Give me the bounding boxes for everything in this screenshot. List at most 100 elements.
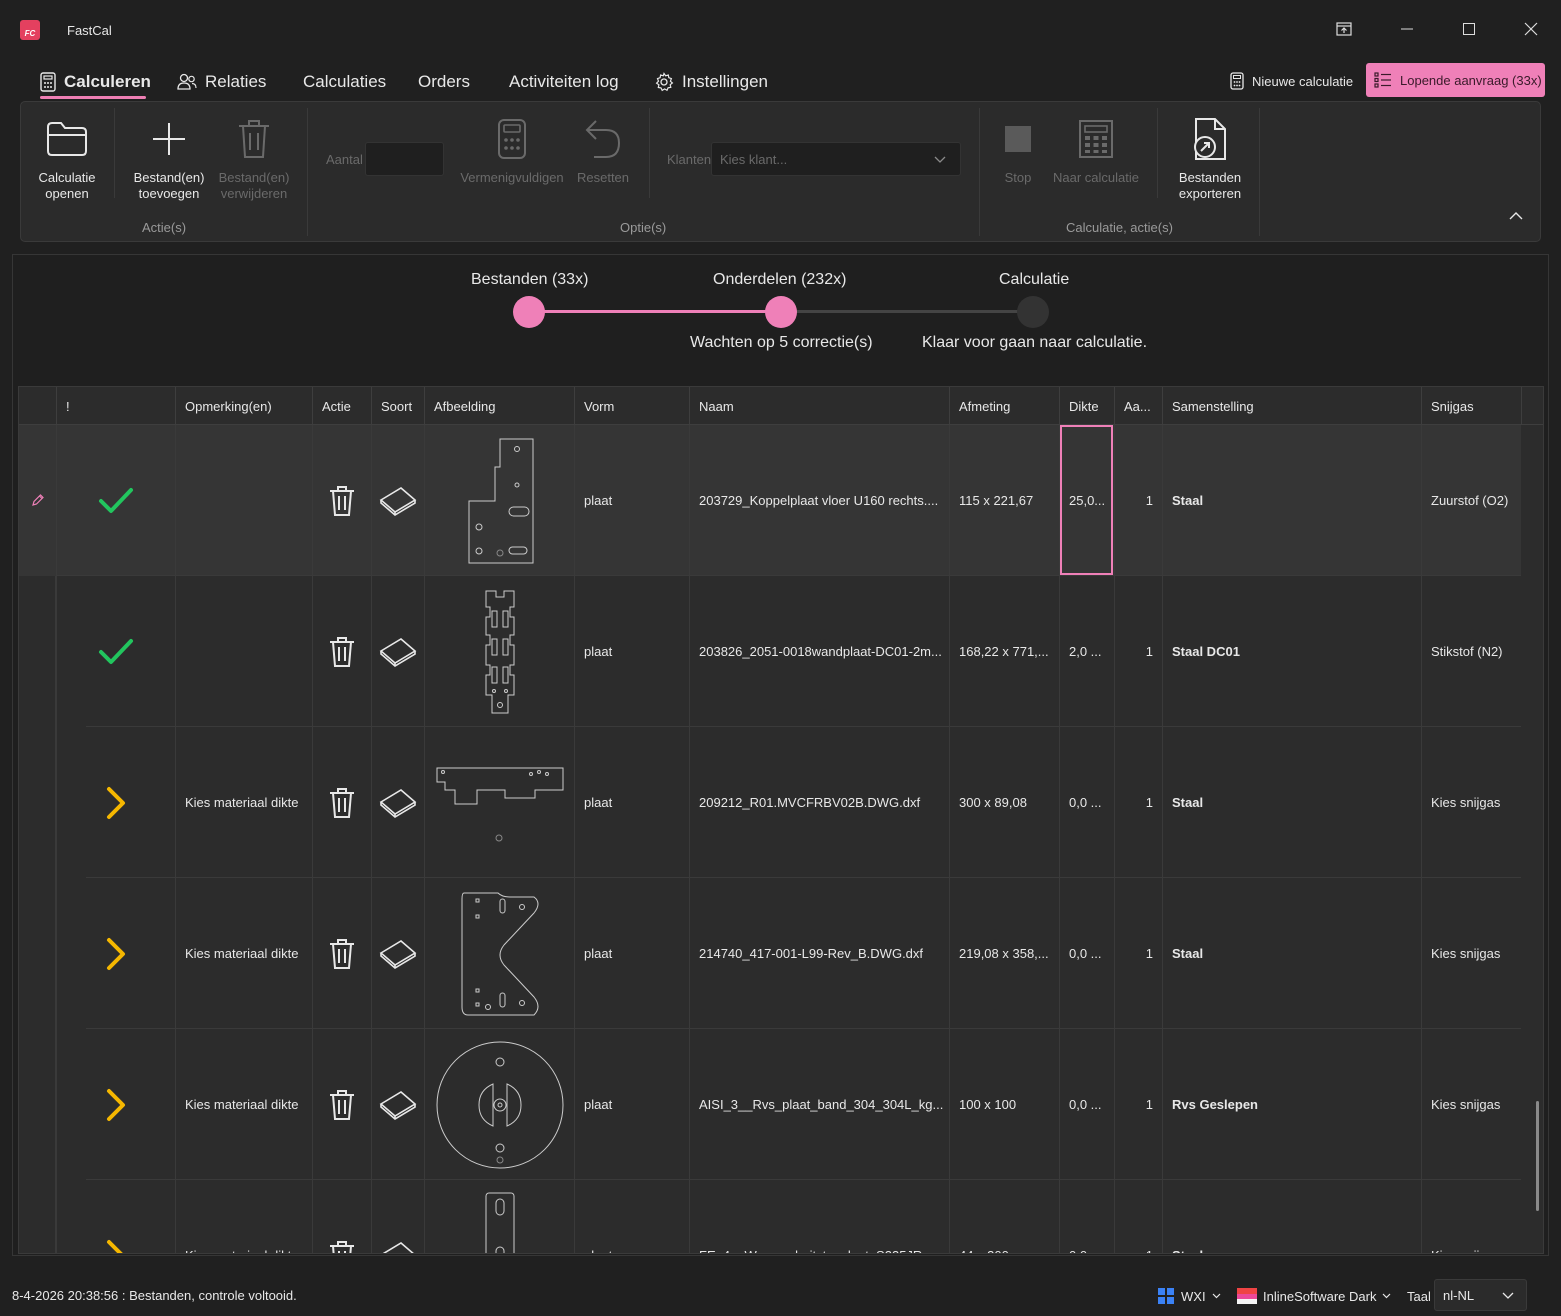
size-cell[interactable]: 100 x 100	[949, 1029, 1059, 1180]
multiply-button[interactable]: Vermenigvuldigen	[459, 116, 565, 186]
quantity-cell[interactable]: 1	[1114, 576, 1162, 727]
material-cell[interactable]: Staal	[1162, 425, 1421, 576]
tab-relaties[interactable]: Relaties	[177, 70, 266, 94]
delete-row-button[interactable]	[312, 878, 371, 1029]
column-header-image[interactable]: Afbeelding	[424, 387, 574, 425]
add-files-button[interactable]: Bestand(en) toevoegen	[133, 116, 205, 202]
workspace-selector[interactable]: WXI	[1157, 1284, 1221, 1308]
remark-cell[interactable]	[175, 425, 312, 576]
pending-request-button[interactable]: Lopende aanvraag (33x)	[1366, 63, 1545, 97]
name-cell[interactable]: 203729_Koppelplaat vloer U160 rechts....	[689, 425, 949, 576]
name-cell[interactable]: FE_4__Wnw_gebeitste_plaat_S235JR_g...	[689, 1180, 949, 1253]
minimize-button[interactable]	[1392, 14, 1422, 44]
table-row[interactable]: Kies materiaal dikte plaat FE_4__Wnw_gebei…	[19, 1180, 1521, 1253]
column-header-shape[interactable]: Vorm	[574, 387, 689, 425]
remove-files-button[interactable]: Bestand(en) verwijderen	[218, 116, 290, 202]
cutting-gas-cell[interactable]: Kies snijgas	[1421, 878, 1521, 1029]
collapse-ribbon-button[interactable]	[1509, 208, 1523, 223]
column-header-status[interactable]: !	[56, 387, 175, 425]
cutting-gas-cell[interactable]: Zuurstof (O2)	[1421, 425, 1521, 576]
step-dot-calculation[interactable]	[1017, 296, 1049, 328]
table-row[interactable]: Kies materiaal dikte plaat AISI_3__Rvs_pla…	[19, 1029, 1521, 1180]
size-cell[interactable]: 168,22 x 771,...	[949, 576, 1059, 727]
language-select[interactable]: nl-NL	[1434, 1279, 1527, 1311]
maximize-button[interactable]	[1454, 14, 1484, 44]
cutting-gas-cell[interactable]: Stikstof (N2)	[1421, 576, 1521, 727]
shape-cell[interactable]: plaat	[574, 425, 689, 576]
cutting-gas-cell[interactable]: Kies snijgas	[1421, 1029, 1521, 1180]
cutting-gas-cell[interactable]: Kies snijgas	[1421, 727, 1521, 878]
name-cell[interactable]: 203826_2051-0018wandplaat-DC01-2m...	[689, 576, 949, 727]
open-calculation-button[interactable]: Calculatie openen	[38, 116, 96, 202]
remark-cell[interactable]: Kies materiaal dikte	[175, 1029, 312, 1180]
step-dot-parts[interactable]	[765, 296, 797, 328]
tab-instellingen[interactable]: Instellingen	[654, 70, 768, 94]
column-header-material[interactable]: Samenstelling	[1162, 387, 1421, 425]
remark-cell[interactable]	[175, 576, 312, 727]
tab-orders[interactable]: Orders	[418, 70, 470, 94]
to-calculation-button[interactable]: Naar calculatie	[1051, 116, 1141, 186]
quantity-cell[interactable]: 1	[1114, 878, 1162, 1029]
quantity-cell[interactable]: 1	[1114, 727, 1162, 878]
export-files-button[interactable]: Bestanden exporteren	[1176, 116, 1244, 202]
shape-cell[interactable]: plaat	[574, 1029, 689, 1180]
column-header-kind[interactable]: Soort	[371, 387, 424, 425]
part-preview-image[interactable]	[424, 425, 574, 576]
remark-cell[interactable]: Kies materiaal dikte	[175, 727, 312, 878]
scrollbar-thumb[interactable]	[1536, 1101, 1539, 1211]
aantal-input[interactable]	[365, 142, 444, 176]
delete-row-button[interactable]	[312, 1029, 371, 1180]
material-cell[interactable]: Staal	[1162, 1180, 1421, 1253]
material-cell[interactable]: Staal	[1162, 878, 1421, 1029]
column-header-gas[interactable]: Snijgas	[1421, 387, 1521, 425]
part-preview-image[interactable]	[424, 1180, 574, 1253]
remark-cell[interactable]: Kies materiaal dikte	[175, 1180, 312, 1253]
column-header-size[interactable]: Afmeting	[949, 387, 1059, 425]
tab-calculaties[interactable]: Calculaties	[303, 70, 386, 94]
delete-row-button[interactable]	[312, 425, 371, 576]
shape-cell[interactable]: plaat	[574, 878, 689, 1029]
delete-row-button[interactable]	[312, 576, 371, 727]
table-row[interactable]: plaat 203826_2051-0018wandplaat-DC01-2m..…	[19, 576, 1521, 727]
delete-row-button[interactable]	[312, 1180, 371, 1253]
column-header-quantity[interactable]: Aa...	[1114, 387, 1162, 425]
remark-cell[interactable]: Kies materiaal dikte	[175, 878, 312, 1029]
table-row[interactable]: Kies materiaal dikte plaat 209212_R01.MVCF…	[19, 727, 1521, 878]
reset-button[interactable]: Resetten	[577, 116, 629, 186]
table-row[interactable]: plaat 203729_Koppelplaat vloer U160 recht…	[19, 425, 1521, 576]
thickness-cell[interactable]: 0,0 ...	[1059, 878, 1114, 1029]
quantity-cell[interactable]: 1	[1114, 1029, 1162, 1180]
step-dot-files[interactable]	[513, 296, 545, 328]
new-calculation-button[interactable]: Nieuwe calculatie	[1230, 66, 1353, 96]
thickness-cell[interactable]: 0,0 ...	[1059, 1029, 1114, 1180]
thickness-cell[interactable]: 2,0 ...	[1059, 576, 1114, 727]
shape-cell[interactable]: plaat	[574, 576, 689, 727]
delete-row-button[interactable]	[312, 727, 371, 878]
part-preview-image[interactable]	[424, 1029, 574, 1180]
table-row[interactable]: Kies materiaal dikte plaat 214740_417-001-…	[19, 878, 1521, 1029]
thickness-cell[interactable]: 0,0 ...	[1059, 1180, 1114, 1253]
name-cell[interactable]: 214740_417-001-L99-Rev_B.DWG.dxf	[689, 878, 949, 1029]
material-cell[interactable]: Rvs Geslepen	[1162, 1029, 1421, 1180]
theme-selector[interactable]: InlineSoftware Dark	[1237, 1284, 1391, 1308]
close-button[interactable]	[1516, 14, 1546, 44]
quantity-cell[interactable]: 1	[1114, 1180, 1162, 1253]
quantity-cell[interactable]: 1	[1114, 425, 1162, 576]
cutting-gas-cell[interactable]: Kies snijgas	[1421, 1180, 1521, 1253]
tab-activiteiten-log[interactable]: Activiteiten log	[509, 70, 619, 94]
tab-calculeren[interactable]: Calculeren	[40, 70, 151, 94]
column-header-action[interactable]: Actie	[312, 387, 371, 425]
column-header-name[interactable]: Naam	[689, 387, 949, 425]
thickness-cell[interactable]: 25,0...	[1059, 425, 1114, 576]
size-cell[interactable]: 219,08 x 358,...	[949, 878, 1059, 1029]
part-preview-image[interactable]	[424, 878, 574, 1029]
material-cell[interactable]: Staal	[1162, 727, 1421, 878]
size-cell[interactable]: 115 x 221,67	[949, 425, 1059, 576]
klanten-select[interactable]: Kies klant...	[711, 142, 961, 176]
material-cell[interactable]: Staal DC01	[1162, 576, 1421, 727]
part-preview-image[interactable]	[424, 727, 574, 878]
column-header-remarks[interactable]: Opmerking(en)	[175, 387, 312, 425]
thickness-cell[interactable]: 0,0 ...	[1059, 727, 1114, 878]
restore-layout-button[interactable]	[1329, 14, 1359, 44]
name-cell[interactable]: AISI_3__Rvs_plaat_band_304_304L_kg...	[689, 1029, 949, 1180]
